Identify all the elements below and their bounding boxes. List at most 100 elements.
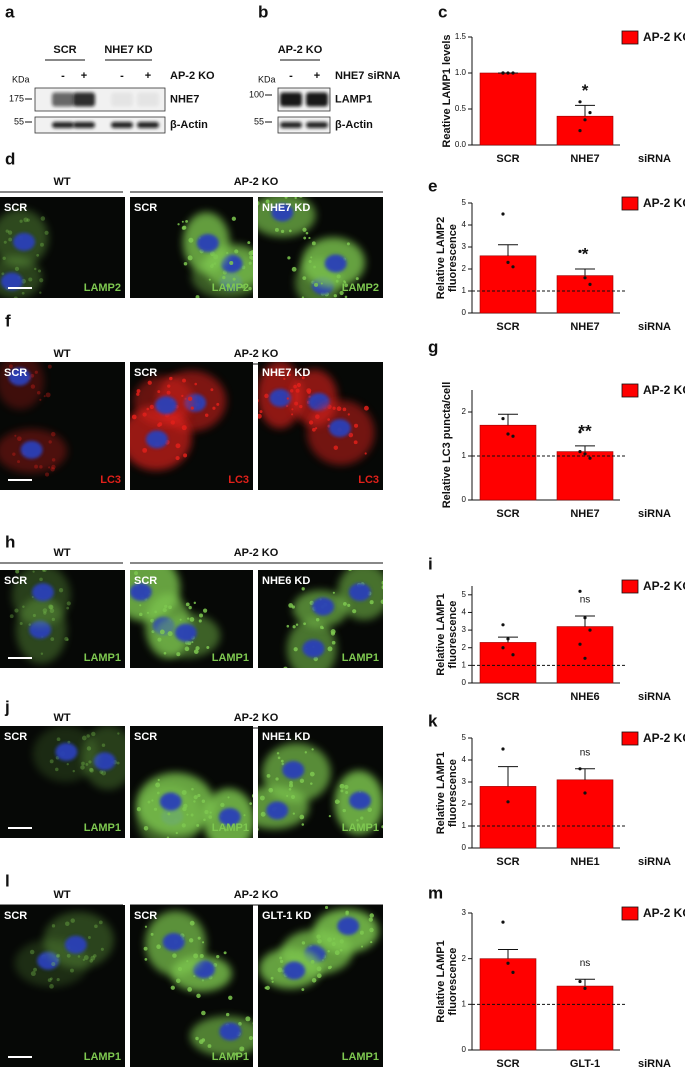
panel-letter: a (5, 2, 15, 21)
puncta (359, 930, 364, 935)
nucleus (155, 396, 178, 415)
puncta (258, 201, 260, 206)
puncta (182, 806, 187, 812)
puncta (15, 570, 20, 574)
puncta (136, 392, 140, 396)
puncta (167, 631, 173, 637)
micrograph (130, 570, 253, 668)
puncta (85, 762, 89, 766)
puncta (339, 290, 344, 296)
puncta (222, 270, 227, 275)
puncta (185, 219, 188, 223)
puncta (181, 226, 186, 230)
y-tick-label: 5 (462, 590, 467, 599)
data-point (583, 452, 587, 456)
puncta (39, 398, 42, 401)
data-point (583, 791, 587, 795)
group-label: AP-2 KO (234, 712, 279, 724)
puncta (207, 1044, 212, 1048)
nucleus (349, 791, 372, 810)
x-axis-label: siRNA (638, 321, 671, 333)
puncta (176, 652, 181, 657)
y-axis-label: fluorescence (447, 224, 459, 292)
puncta (89, 959, 93, 963)
puncta (299, 404, 303, 409)
puncta (279, 956, 283, 960)
legend-label: AP-2 KO (643, 30, 685, 44)
puncta (228, 995, 233, 1000)
micrograph (0, 197, 125, 298)
puncta (155, 782, 161, 788)
puncta (58, 588, 64, 593)
blot-band (137, 122, 159, 128)
puncta (47, 364, 52, 369)
puncta (315, 618, 320, 622)
puncta (188, 605, 192, 610)
micrograph (258, 570, 383, 668)
puncta (211, 263, 214, 267)
puncta (310, 256, 313, 259)
lane-label: - (61, 70, 65, 82)
puncta (332, 406, 336, 410)
marker-label: 55 (14, 116, 24, 126)
micrograph (0, 726, 125, 838)
puncta (30, 373, 35, 378)
stain-label: LAMP1 (212, 822, 249, 834)
puncta (198, 619, 202, 623)
puncta (12, 452, 16, 456)
nucleus (218, 807, 241, 826)
group-label: WT (53, 547, 70, 559)
puncta (67, 740, 71, 744)
puncta (34, 267, 37, 271)
legend-swatch (621, 579, 639, 594)
puncta (333, 294, 337, 298)
puncta (157, 390, 161, 394)
x-tick-label: SCR (496, 856, 519, 868)
puncta (353, 440, 358, 445)
stain-label: LAMP1 (212, 652, 249, 664)
puncta (197, 841, 201, 845)
puncta (116, 761, 120, 765)
puncta (3, 240, 7, 244)
data-point (583, 986, 587, 990)
puncta (201, 799, 206, 803)
puncta (345, 910, 349, 915)
data-point (578, 100, 582, 104)
group-label: WT (53, 889, 70, 901)
puncta (70, 918, 75, 923)
puncta (314, 282, 319, 287)
puncta (49, 608, 55, 614)
blot-strip (34, 116, 166, 134)
puncta (239, 1046, 245, 1052)
puncta (39, 278, 44, 283)
data-point (578, 430, 582, 434)
column-group-label: SCR (53, 44, 76, 56)
puncta (195, 295, 200, 298)
puncta (344, 784, 349, 790)
puncta (338, 305, 341, 308)
data-point (578, 979, 582, 984)
nucleus (159, 792, 182, 811)
puncta (187, 255, 193, 261)
puncta (335, 279, 339, 283)
puncta (5, 229, 9, 233)
puncta (245, 1016, 251, 1022)
puncta (232, 277, 236, 281)
puncta (9, 614, 14, 619)
puncta (293, 647, 298, 652)
puncta (175, 978, 181, 984)
puncta (40, 216, 46, 221)
puncta (19, 622, 23, 625)
puncta (64, 636, 69, 642)
significance-label: ** (578, 421, 592, 440)
blot-band (306, 92, 328, 107)
puncta (81, 761, 85, 766)
puncta (40, 652, 44, 655)
data-point (511, 970, 515, 974)
puncta (48, 466, 51, 469)
puncta (56, 978, 60, 982)
puncta (146, 611, 150, 614)
group-label: AP-2 KO (234, 889, 279, 901)
nucleus (55, 742, 78, 761)
row-label: AP-2 KO (170, 70, 215, 82)
